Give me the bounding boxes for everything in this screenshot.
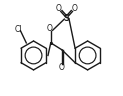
Text: O: O — [47, 24, 53, 33]
Text: O: O — [72, 4, 78, 13]
Text: Cl: Cl — [14, 25, 22, 34]
Text: O: O — [56, 4, 62, 13]
Text: S: S — [64, 14, 70, 23]
Text: O: O — [59, 63, 65, 72]
